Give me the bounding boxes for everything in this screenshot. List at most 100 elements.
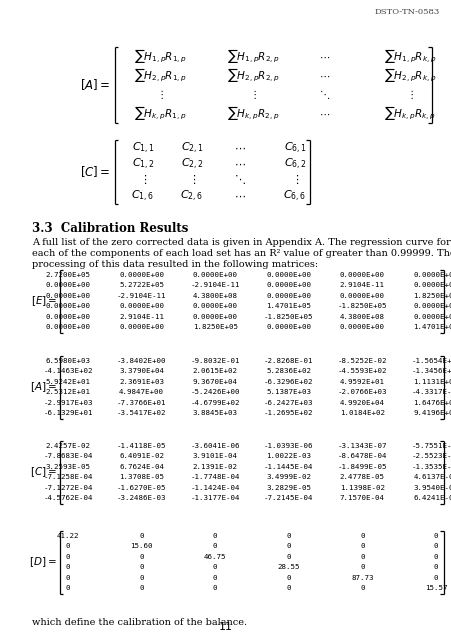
Text: 0: 0 [139, 564, 143, 570]
Text: 1.4701E+05: 1.4701E+05 [413, 324, 451, 330]
Text: 6.7624E-04: 6.7624E-04 [119, 464, 164, 470]
Text: 2.5312E+01: 2.5312E+01 [46, 389, 90, 396]
Text: -3.6041E-06: -3.6041E-06 [190, 443, 239, 449]
Text: 5.2836E+02: 5.2836E+02 [266, 368, 311, 374]
Text: 0.0000E+00: 0.0000E+00 [339, 272, 384, 278]
Text: $C_{1,6}$: $C_{1,6}$ [131, 188, 154, 204]
Text: 0: 0 [65, 575, 70, 580]
Text: $\cdots$: $\cdots$ [319, 51, 330, 61]
Text: 5.9242E+01: 5.9242E+01 [46, 379, 90, 385]
Text: -1.2695E+02: -1.2695E+02 [263, 410, 313, 416]
Text: 3.2593E-05: 3.2593E-05 [46, 464, 90, 470]
Text: 0: 0 [65, 554, 70, 560]
Text: 0.0000E+00: 0.0000E+00 [413, 272, 451, 278]
Text: 0.0000E+00: 0.0000E+00 [266, 292, 311, 299]
Text: 0: 0 [139, 575, 143, 580]
Text: 0.0000E+00: 0.0000E+00 [413, 314, 451, 320]
Text: $C_{2,2}$: $C_{2,2}$ [180, 156, 203, 172]
Text: 3.4999E-02: 3.4999E-02 [266, 474, 311, 480]
Text: 0.0000E+00: 0.0000E+00 [46, 314, 90, 320]
Text: 1.3708E-05: 1.3708E-05 [119, 474, 164, 480]
Text: 5.1387E+03: 5.1387E+03 [266, 389, 311, 396]
Text: 0.0000E+00: 0.0000E+00 [266, 272, 311, 278]
Text: 3.2829E-05: 3.2829E-05 [266, 484, 311, 491]
Text: -6.1329E+01: -6.1329E+01 [43, 410, 92, 416]
Text: -4.3317E-01: -4.3317E-01 [410, 389, 451, 396]
Text: 1.4701E+05: 1.4701E+05 [266, 303, 311, 309]
Text: -3.8402E+00: -3.8402E+00 [117, 358, 166, 364]
Text: 0: 0 [212, 575, 217, 580]
Text: 0.0000E+00: 0.0000E+00 [339, 292, 384, 299]
Text: 0.0000E+00: 0.0000E+00 [413, 282, 451, 288]
Text: $C_{6,1}$: $C_{6,1}$ [283, 140, 306, 156]
Text: $C_{6,6}$: $C_{6,6}$ [283, 188, 306, 204]
Text: $\cdots$: $\cdots$ [319, 109, 330, 118]
Text: 3.8845E+03: 3.8845E+03 [192, 410, 237, 416]
Text: 2.3691E+03: 2.3691E+03 [119, 379, 164, 385]
Text: 0.0000E+00: 0.0000E+00 [339, 324, 384, 330]
Text: 28.55: 28.55 [277, 564, 299, 570]
Text: 0.0000E+00: 0.0000E+00 [413, 303, 451, 309]
Text: -7.8683E-04: -7.8683E-04 [43, 453, 92, 460]
Text: $\ddots$: $\ddots$ [319, 88, 330, 101]
Text: -2.9104E-11: -2.9104E-11 [190, 282, 239, 288]
Text: 0.0000E+00: 0.0000E+00 [266, 282, 311, 288]
Text: -2.8268E-01: -2.8268E-01 [263, 358, 313, 364]
Text: -1.8250E+05: -1.8250E+05 [337, 303, 387, 309]
Text: -1.7748E-04: -1.7748E-04 [190, 474, 239, 480]
Text: A full list of the zero corrected data is given in Appendix A. The regression cu: A full list of the zero corrected data i… [32, 238, 450, 247]
Text: 1.0184E+02: 1.0184E+02 [339, 410, 384, 416]
Text: $\sum H_{1,p}R_{k,p}$: $\sum H_{1,p}R_{k,p}$ [383, 47, 435, 65]
Text: 0.0000E+00: 0.0000E+00 [192, 272, 237, 278]
Text: 4.6137E-05: 4.6137E-05 [413, 474, 451, 480]
Text: -5.2426E+00: -5.2426E+00 [190, 389, 239, 396]
Text: -3.2486E-03: -3.2486E-03 [117, 495, 166, 501]
Text: 0: 0 [359, 554, 364, 560]
Text: 0: 0 [139, 554, 143, 560]
Text: 0: 0 [433, 532, 437, 539]
Text: -1.3535E-04: -1.3535E-04 [410, 464, 451, 470]
Text: 87.73: 87.73 [350, 575, 373, 580]
Text: $C_{2,1}$: $C_{2,1}$ [180, 140, 203, 156]
Text: 0: 0 [212, 564, 217, 570]
Text: -3.1343E-07: -3.1343E-07 [337, 443, 387, 449]
Text: 2.4257E-02: 2.4257E-02 [46, 443, 90, 449]
Text: 1.6476E+02: 1.6476E+02 [413, 400, 451, 406]
Text: 0: 0 [286, 575, 290, 580]
Text: -8.5252E-02: -8.5252E-02 [337, 358, 387, 364]
Text: 3.9101E-04: 3.9101E-04 [192, 453, 237, 460]
Text: 0: 0 [139, 532, 143, 539]
Text: -4.5593E+02: -4.5593E+02 [337, 368, 387, 374]
Text: -1.4118E-05: -1.4118E-05 [117, 443, 166, 449]
Text: 0: 0 [359, 585, 364, 591]
Text: -1.6270E-05: -1.6270E-05 [117, 484, 166, 491]
Text: $[C] =$: $[C] =$ [30, 465, 57, 479]
Text: 15.60: 15.60 [130, 543, 152, 549]
Text: 1.8250E+05: 1.8250E+05 [413, 292, 451, 299]
Text: -1.3456E+02: -1.3456E+02 [410, 368, 451, 374]
Text: $C_{6,2}$: $C_{6,2}$ [283, 156, 306, 172]
Text: 0.0000E+00: 0.0000E+00 [119, 324, 164, 330]
Text: processing of this data resulted in the following matrices:: processing of this data resulted in the … [32, 260, 318, 269]
Text: 2.0615E+02: 2.0615E+02 [192, 368, 237, 374]
Text: -2.5523E-04: -2.5523E-04 [410, 453, 451, 460]
Text: -5.7551E-05: -5.7551E-05 [410, 443, 451, 449]
Text: -4.5762E-04: -4.5762E-04 [43, 495, 92, 501]
Text: DSTO-TN-0583: DSTO-TN-0583 [374, 8, 439, 16]
Text: -7.1258E-04: -7.1258E-04 [43, 474, 92, 480]
Text: which define the calibration of the balance.: which define the calibration of the bala… [32, 618, 247, 627]
Text: 0: 0 [286, 554, 290, 560]
Text: -3.5417E+02: -3.5417E+02 [117, 410, 166, 416]
Text: 9.4196E+03: 9.4196E+03 [413, 410, 451, 416]
Text: 3.3  Calibration Results: 3.3 Calibration Results [32, 222, 188, 235]
Text: -6.2427E+03: -6.2427E+03 [263, 400, 313, 406]
Text: 46.75: 46.75 [203, 554, 226, 560]
Text: $\cdots$: $\cdots$ [234, 191, 245, 201]
Text: 0: 0 [433, 554, 437, 560]
Text: 2.9104E-11: 2.9104E-11 [119, 314, 164, 320]
Text: $[A]=$: $[A]=$ [80, 77, 110, 92]
Text: -2.9917E+03: -2.9917E+03 [43, 400, 92, 406]
Text: 0: 0 [65, 585, 70, 591]
Text: 2.4778E-05: 2.4778E-05 [339, 474, 384, 480]
Text: 0.0000E+00: 0.0000E+00 [119, 272, 164, 278]
